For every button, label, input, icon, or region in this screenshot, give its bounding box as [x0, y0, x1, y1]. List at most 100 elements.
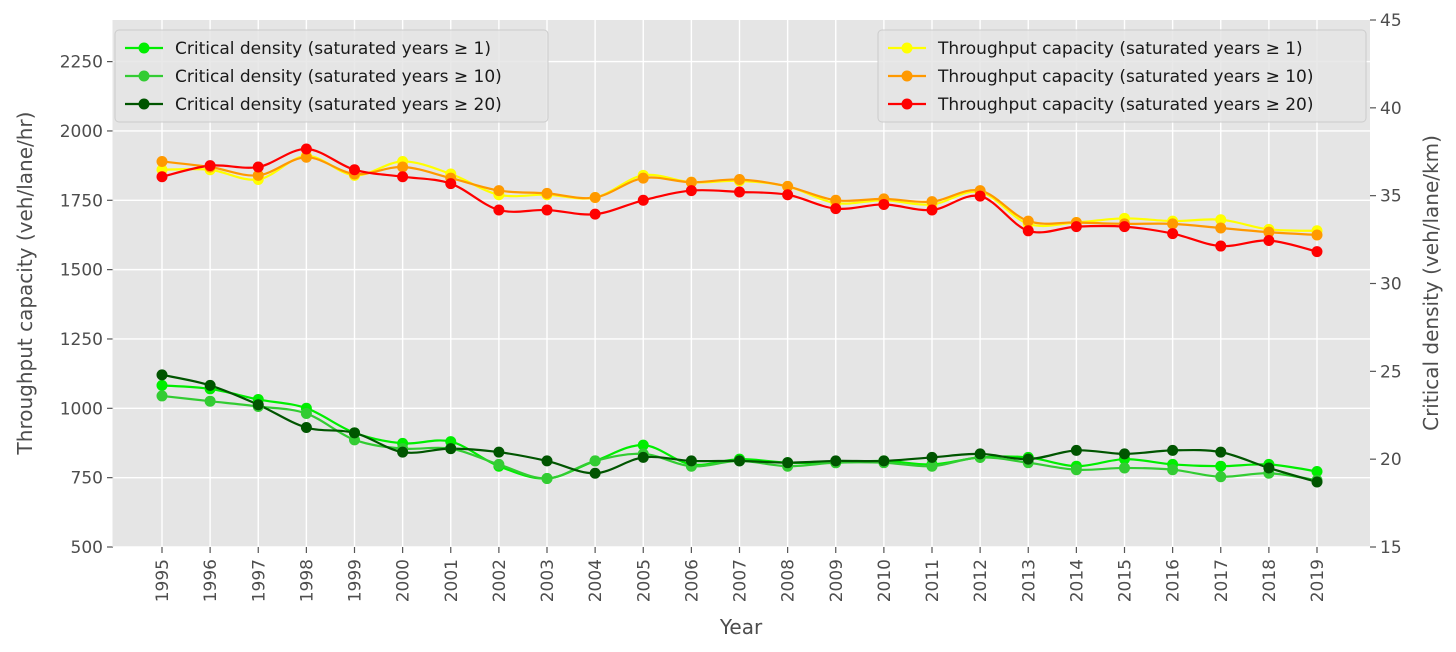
y-axis-right-label: Critical density (veh/lane/km) [1419, 135, 1443, 431]
y-left-tick-label: 2250 [60, 53, 103, 73]
x-tick-label: 1999 [346, 559, 366, 602]
legend-throughput-capacity: Throughput capacity (saturated years ≥ 1… [877, 29, 1367, 123]
data-point [878, 455, 890, 467]
x-tick-label: 2016 [1164, 559, 1184, 602]
data-point [493, 185, 505, 197]
x-tick-label: 2008 [779, 559, 799, 602]
x-tick-label: 1998 [297, 559, 317, 602]
y-left-tick-label: 750 [71, 469, 103, 489]
y-right-tick-label: 15 [1380, 538, 1402, 558]
x-tick-label: 2018 [1260, 559, 1280, 602]
legend-box [114, 29, 549, 123]
series-markers [156, 143, 1323, 488]
legend-label: Critical density (saturated years ≥ 1) [175, 39, 491, 59]
data-point [1070, 464, 1082, 476]
data-point [204, 395, 216, 407]
data-point [1119, 462, 1130, 474]
data-point [541, 472, 553, 484]
y-left-tick-label: 500 [71, 538, 103, 558]
ticks: 500 750 1000 1250 1500 1750 2000 2250 1995 1996 19… [60, 11, 1402, 602]
data-point [589, 467, 601, 479]
y-right-tick-label: 45 [1380, 11, 1402, 31]
data-point [1022, 453, 1034, 465]
x-tick-label: 2007 [731, 559, 751, 602]
x-tick-label: 2001 [442, 559, 462, 602]
data-point [734, 186, 745, 198]
data-point [397, 161, 409, 173]
data-point [493, 446, 505, 458]
y-left-tick-label: 1250 [60, 330, 103, 350]
data-point [830, 455, 842, 467]
legend-marker [138, 98, 150, 110]
data-point [1311, 476, 1323, 488]
x-tick-label: 2010 [875, 559, 895, 602]
data-point [1311, 246, 1323, 258]
x-tick-label: 2006 [682, 559, 702, 602]
data-point [300, 143, 312, 155]
data-point [589, 208, 601, 220]
x-tick-label: 2009 [827, 559, 847, 602]
data-point [156, 390, 168, 402]
data-point [926, 460, 938, 472]
data-point [156, 155, 168, 167]
legend-marker [901, 70, 913, 82]
data-point [1215, 222, 1227, 234]
data-point [1119, 448, 1130, 460]
data-point [589, 192, 601, 204]
data-point [204, 160, 216, 172]
data-point [1311, 229, 1323, 241]
data-point [734, 455, 745, 467]
data-point [926, 204, 938, 216]
y-left-tick-label: 1000 [60, 399, 103, 419]
data-point [1263, 226, 1275, 238]
x-tick-label: 1996 [201, 559, 221, 602]
data-point [974, 448, 986, 460]
data-point [1022, 225, 1034, 237]
data-point [541, 187, 553, 199]
data-point [397, 446, 409, 458]
legend-marker [138, 70, 150, 82]
data-point [926, 196, 938, 208]
data-point [637, 451, 649, 463]
data-point [1215, 471, 1227, 483]
legend-box [877, 29, 1367, 123]
data-point [349, 427, 360, 439]
x-tick-label: 2015 [1116, 559, 1136, 602]
data-point [252, 161, 264, 173]
data-point [541, 204, 553, 216]
data-point [589, 455, 601, 467]
data-point [493, 204, 505, 216]
x-tick-label: 2019 [1308, 559, 1328, 602]
legend-marker [901, 42, 913, 54]
x-tick-label: 1997 [249, 559, 269, 602]
data-point [1311, 465, 1323, 477]
y-right-tick-label: 35 [1380, 187, 1402, 207]
data-point [734, 173, 745, 185]
x-tick-label: 2011 [923, 559, 943, 602]
data-point [300, 151, 312, 163]
legend-label: Critical density (saturated years ≥ 10) [175, 67, 502, 87]
data-point [252, 399, 264, 411]
data-point [1215, 460, 1227, 472]
x-tick-label: 2002 [490, 559, 510, 602]
x-tick-label: 2012 [971, 559, 991, 602]
x-tick-label: 2013 [1019, 559, 1039, 602]
data-point [1167, 464, 1179, 476]
data-point [974, 190, 986, 202]
data-point [1215, 240, 1227, 252]
data-point [782, 457, 794, 469]
data-point [156, 171, 168, 183]
x-tick-label: 2000 [394, 559, 414, 602]
data-point [830, 203, 842, 215]
data-point [1215, 446, 1227, 458]
data-point [637, 439, 649, 451]
x-tick-label: 2017 [1212, 559, 1232, 602]
data-point [1070, 221, 1082, 233]
data-point [156, 369, 168, 381]
y-left-tick-label: 2000 [60, 122, 103, 142]
data-point [1022, 215, 1034, 227]
legend-label: Critical density (saturated years ≥ 20) [175, 95, 502, 115]
x-tick-label: 1995 [153, 559, 173, 602]
data-point [445, 178, 457, 190]
